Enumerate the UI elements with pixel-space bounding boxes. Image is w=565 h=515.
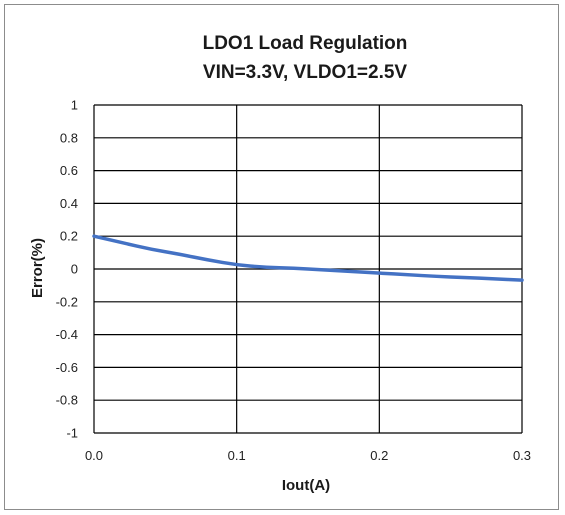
y-tick-label: -0.8 [56, 393, 78, 408]
y-tick-label: 0.2 [60, 229, 78, 244]
x-tick-label: 0.0 [85, 448, 103, 463]
chart-frame [4, 4, 559, 510]
x-tick-label: 0.1 [228, 448, 246, 463]
chart-title-line-2: VIN=3.3V, VLDO1=2.5V [203, 62, 408, 83]
y-axis-label: Error(%) [29, 238, 46, 298]
series-line [92, 234, 524, 282]
y-tick-label: 0 [71, 262, 78, 277]
y-tick-label: -0.2 [56, 294, 78, 309]
y-tick-label: 0.4 [60, 196, 78, 211]
y-tick-label: -0.6 [56, 360, 78, 375]
x-tick-label: 0.3 [513, 448, 531, 463]
x-axis-label: Iout(A) [282, 477, 330, 494]
y-tick-label: -0.4 [56, 327, 78, 342]
y-tick-label: 1 [71, 98, 78, 113]
y-tick-label: -1 [66, 426, 78, 441]
y-tick-label: 0.8 [60, 130, 78, 145]
y-tick-label: 0.6 [60, 163, 78, 178]
chart-title-line-1: LDO1 Load Regulation [203, 33, 408, 54]
x-tick-label: 0.2 [370, 448, 388, 463]
